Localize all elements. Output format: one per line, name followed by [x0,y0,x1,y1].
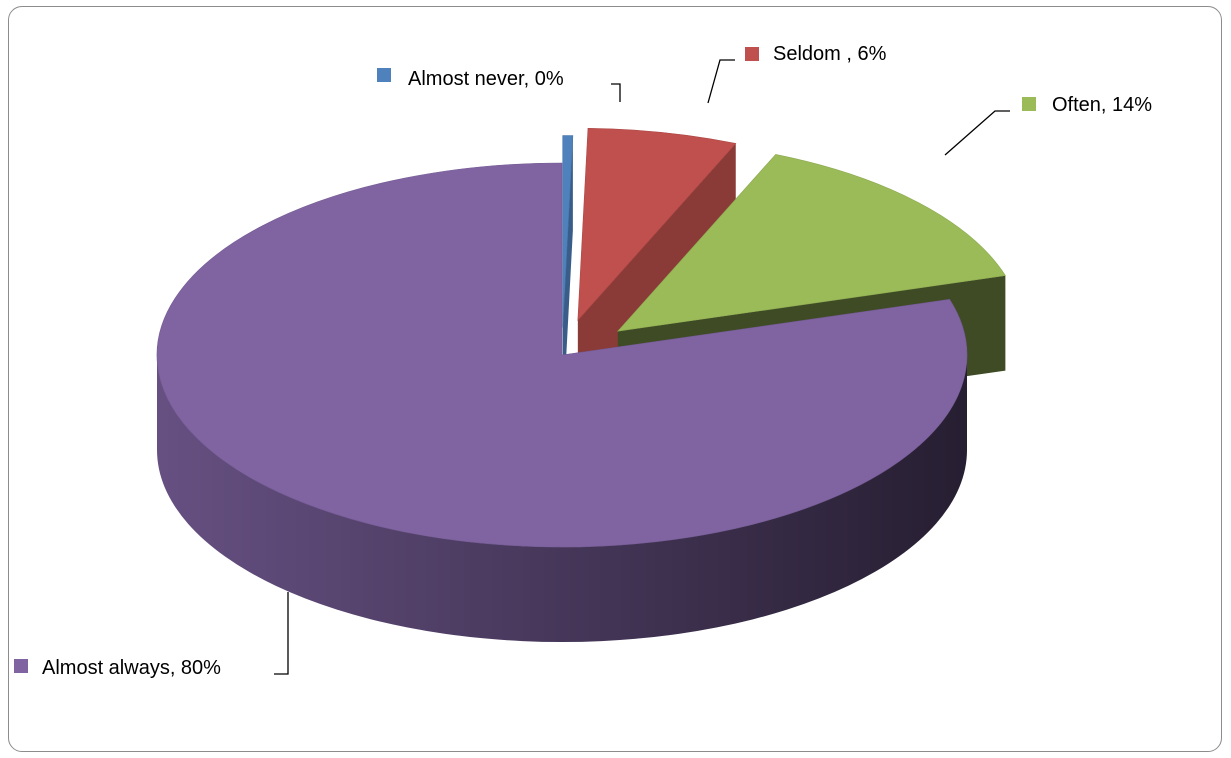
label-marker-often [1022,97,1036,111]
data-label-almost-always: Almost always, 80% [42,657,221,679]
data-label-seldom: Seldom , 6% [773,43,887,65]
label-marker-almost-always [14,659,28,673]
pie-slice-seldom [577,128,737,322]
leader-line-almost-always [274,592,289,675]
leader-line-often [944,110,1010,156]
leader-line-almost-never [611,83,621,102]
leader-line-seldom [707,59,735,104]
pie-side-almost-always [157,355,967,642]
pie-slice-often [617,154,1006,332]
pie-cut-face-almost-never [562,135,573,423]
label-marker-almost-never [377,68,391,82]
pie-slice-almost-never [562,135,574,328]
data-label-almost-never: Almost never, 0% [408,68,564,90]
data-label-often: Often, 14% [1052,94,1152,116]
label-marker-seldom [745,47,759,61]
pie-slice-almost-always [156,162,968,548]
